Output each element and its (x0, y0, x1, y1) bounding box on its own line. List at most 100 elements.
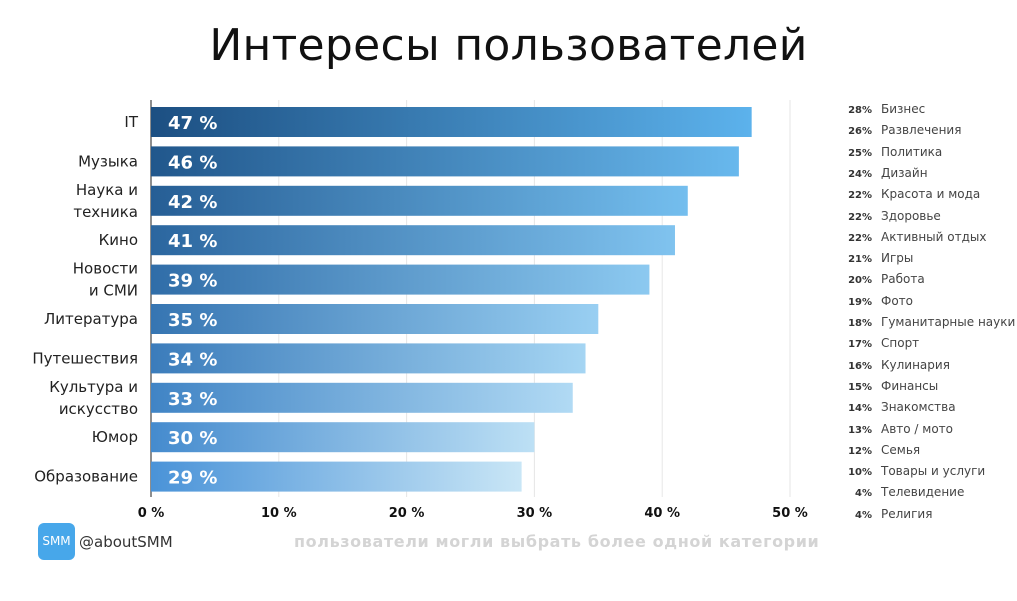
side-list-item: 4% Телевидение (846, 485, 964, 499)
side-list-label: Религия (881, 506, 933, 521)
brand-handle: @aboutSMM (79, 533, 173, 551)
side-list-percent: 20% (848, 275, 872, 287)
side-list-percent: 12% (848, 445, 872, 457)
category-label: Культура и (49, 378, 138, 396)
side-list-item: 22% Активный отдых (846, 230, 986, 244)
side-list-percent: 13% (848, 424, 872, 436)
side-list-item: 17% Спорт (846, 336, 919, 350)
side-list-item: 26% Развлечения (846, 123, 961, 137)
category-label: и СМИ (89, 282, 138, 300)
bar-chart: 47 % 46 % 42 % 41 % 39 % 35 % 34 % 33 % 30 % 29 %… (32, 100, 808, 521)
side-list-item: 20% Работа (846, 272, 925, 286)
bar (151, 343, 586, 374)
category-label: искусство (59, 400, 138, 418)
x-tick-label: 40 % (644, 506, 680, 521)
bar (151, 382, 573, 413)
side-list-label: Здоровье (881, 208, 941, 223)
side-list-item: 19% Фото (846, 294, 913, 308)
side-list-percent: 19% (848, 296, 872, 308)
side-list-label: Финансы (881, 378, 939, 393)
bar-value-label: 30 % (168, 428, 217, 449)
side-list-percent: 4% (855, 509, 872, 521)
side-list-label: Развлечения (881, 123, 962, 138)
side-list-label: Знакомства (881, 400, 956, 415)
side-list-label: Игры (881, 251, 914, 266)
side-list-percent: 26% (848, 126, 872, 138)
category-label: Юмор (92, 428, 138, 446)
bar-value-label: 29 % (168, 468, 217, 489)
bar (151, 461, 522, 492)
bar (151, 185, 688, 216)
category-label: техника (73, 203, 138, 221)
bar-value-label: 39 % (168, 271, 217, 292)
side-list-item: 12% Семья (846, 443, 920, 457)
x-tick-label: 20 % (389, 506, 425, 521)
side-list-item: 18% Гуманитарные науки (846, 315, 1015, 329)
bar (151, 422, 535, 453)
category-label: Путешествия (32, 349, 138, 367)
footnote: пользователи могли выбрать более одной к… (294, 532, 820, 551)
side-list-item: 22% Здоровье (846, 209, 941, 223)
side-list-item: 15% Финансы (846, 379, 938, 393)
side-list-label: Товары и услуги (881, 464, 986, 479)
side-list-label: Телевидение (881, 485, 965, 500)
brand-badge: SMM (38, 523, 75, 560)
side-list-percent: 22% (848, 232, 872, 244)
category-label: Новости (73, 260, 138, 278)
side-list-item: 14% Знакомства (846, 400, 956, 414)
side-list-percent: 21% (848, 254, 872, 266)
side-list-label: Семья (881, 442, 921, 457)
bars: 47 % 46 % 42 % 41 % 39 % 35 % 34 % 33 % 30 % 29 % (151, 107, 752, 492)
bar (151, 146, 739, 177)
side-list-item: 21% Игры (846, 251, 913, 265)
category-label: Наука и (76, 181, 138, 199)
side-list-percent: 22% (848, 211, 872, 223)
side-list-item: 10% Товары и услуги (846, 464, 985, 478)
side-list-label: Авто / мото (881, 421, 954, 436)
side-list-percent: 17% (848, 339, 872, 351)
bar-value-label: 42 % (168, 192, 217, 213)
bar-value-label: 34 % (168, 349, 217, 370)
chart-title: Интересы пользователей (209, 20, 808, 71)
category-label: Образование (34, 468, 138, 486)
side-list-percent: 18% (848, 318, 872, 329)
side-list-label: Фото (881, 293, 914, 308)
side-list-label: Гуманитарные науки (881, 315, 1016, 329)
side-list-label: Работа (881, 272, 925, 287)
category-label: Литература (44, 310, 138, 328)
category-label: IT (124, 113, 138, 131)
side-list-item: 22% Красота и мода (846, 187, 980, 201)
side-list-label: Кулинария (881, 357, 950, 372)
category-labels: IT Музыка Наука и техника Кино Новости и СМИ Ли… (32, 113, 139, 486)
side-list-percent: 10% (848, 467, 872, 479)
category-label: Кино (99, 231, 138, 249)
side-list-percent: 4% (855, 488, 872, 500)
bar (151, 264, 650, 295)
x-axis-ticks: 0 % 10 % 20 % 30 % 40 % 50 % (138, 506, 808, 521)
side-list-item: 13% Авто / мото (846, 422, 953, 436)
side-list-label: Спорт (881, 336, 920, 351)
side-list-label: Бизнес (881, 102, 926, 116)
bar-value-label: 46 % (168, 152, 217, 173)
side-list-percent: 16% (848, 360, 872, 372)
side-list-item: 24% Дизайн (846, 166, 928, 180)
x-tick-label: 50 % (772, 506, 808, 521)
side-list-label: Красота и мода (881, 187, 981, 202)
bar (151, 304, 599, 334)
bar-value-label: 47 % (168, 113, 217, 134)
side-list-label: Дизайн (881, 165, 928, 180)
side-list-item: 16% Кулинария (846, 358, 950, 372)
side-list-percent: 24% (848, 168, 872, 180)
side-list-item: 4% Религия (846, 507, 932, 521)
bar (151, 107, 752, 137)
bar-value-label: 35 % (168, 310, 217, 331)
side-list-percent: 14% (848, 403, 872, 415)
side-list-item: 28% Бизнес (846, 102, 925, 116)
side-list-label: Политика (881, 144, 943, 159)
bar (151, 225, 675, 256)
x-tick-label: 10 % (261, 506, 297, 521)
side-list-percent: 28% (848, 105, 872, 116)
side-list-percent: 25% (848, 147, 872, 159)
side-list-percent: 15% (848, 381, 872, 393)
bar-value-label: 33 % (168, 389, 217, 410)
